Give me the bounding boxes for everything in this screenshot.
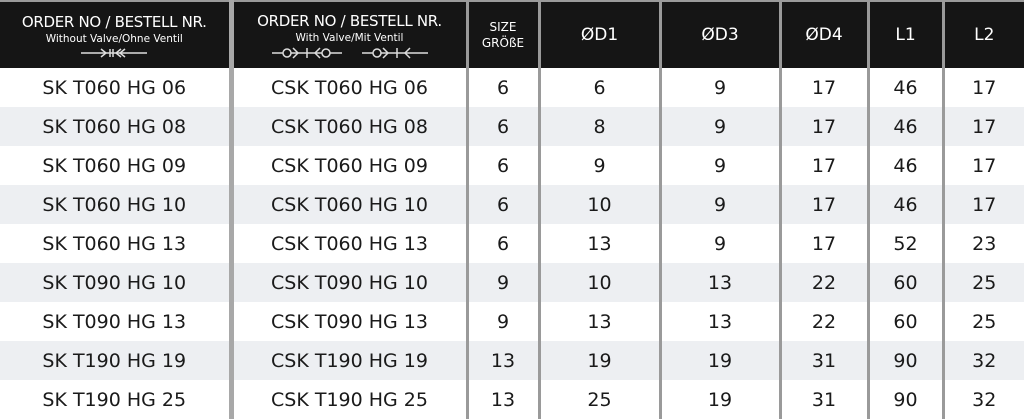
cell-d1: 10: [537, 263, 660, 302]
cell-l2: 17: [941, 107, 1024, 146]
table-row: SK T060 HG 08 CSK T060 HG 08 6 8 9 17 46 17: [0, 107, 1024, 146]
cell-d1: 9: [537, 146, 660, 185]
cell-size: 6: [465, 146, 539, 185]
cell-d3: 9: [658, 68, 780, 107]
cell-order-no-with-valve: CSK T060 HG 13: [228, 224, 467, 263]
header-size: SIZE GRÖßE: [465, 0, 539, 68]
cell-d4: 17: [778, 224, 868, 263]
header-subtitle: With Valve/Mit Ventil: [295, 31, 404, 44]
cell-order-no-without-valve: SK T090 HG 13: [0, 302, 231, 341]
cell-size: 6: [465, 107, 539, 146]
table-row: SK T190 HG 25 CSK T190 HG 25 13 25 19 31 90 32: [0, 380, 1024, 419]
cell-d1: 19: [537, 341, 660, 380]
cell-l1: 52: [866, 224, 943, 263]
cell-order-no-with-valve: CSK T060 HG 06: [228, 68, 467, 107]
header-title: ORDER NO / BESTELL NR.: [257, 11, 442, 30]
cell-size: 9: [465, 302, 539, 341]
cell-size: 6: [465, 224, 539, 263]
table-row: SK T090 HG 10 CSK T090 HG 10 9 10 13 22 60 25: [0, 263, 1024, 302]
table-row: SK T060 HG 06 CSK T060 HG 06 6 6 9 17 46 17: [0, 68, 1024, 107]
cell-order-no-without-valve: SK T060 HG 09: [0, 146, 231, 185]
cell-d4: 17: [778, 185, 868, 224]
cell-l1: 46: [866, 68, 943, 107]
header-d4: ØD4: [778, 0, 868, 68]
header-row: ORDER NO / BESTELL NR. Without Valve/Ohn…: [0, 0, 1024, 68]
cell-l2: 17: [941, 185, 1024, 224]
cell-d3: 9: [658, 185, 780, 224]
header-d1: ØD1: [537, 0, 660, 68]
table-row: SK T090 HG 13 CSK T090 HG 13 9 13 13 22 60 25: [0, 302, 1024, 341]
header-title: ORDER NO / BESTELL NR.: [21, 12, 207, 31]
cell-l2: 23: [941, 224, 1024, 263]
header-d3: ØD3: [658, 0, 780, 68]
cell-order-no-with-valve: CSK T190 HG 19: [228, 341, 467, 380]
coupling-without-valve-icon: [81, 47, 148, 58]
cell-l1: 90: [866, 380, 943, 419]
cell-order-no-with-valve: CSK T060 HG 09: [228, 146, 467, 185]
cell-l2: 32: [941, 341, 1024, 380]
cell-order-no-without-valve: SK T060 HG 13: [0, 224, 231, 263]
cell-size: 6: [465, 68, 539, 107]
cell-d4: 22: [778, 263, 868, 302]
cell-l2: 32: [941, 380, 1024, 419]
cell-l1: 60: [866, 302, 943, 341]
header-subtitle: Without Valve/Ohne Ventil: [45, 32, 183, 45]
cell-d3: 9: [658, 146, 780, 185]
cell-d1: 8: [537, 107, 660, 146]
cell-l2: 25: [941, 302, 1024, 341]
table-row: SK T190 HG 19 CSK T190 HG 19 13 19 19 31 90 32: [0, 341, 1024, 380]
header-size-en: SIZE: [489, 20, 517, 34]
cell-order-no-with-valve: CSK T090 HG 13: [228, 302, 467, 341]
cell-l1: 60: [866, 263, 943, 302]
header-l2: L2: [941, 0, 1024, 68]
cell-order-no-without-valve: SK T060 HG 10: [0, 185, 231, 224]
cell-d4: 22: [778, 302, 868, 341]
cell-size: 6: [465, 185, 539, 224]
cell-d3: 13: [658, 263, 780, 302]
header-order-without-valve: ORDER NO / BESTELL NR. Without Valve/Ohn…: [0, 0, 231, 68]
cell-d3: 19: [658, 380, 780, 419]
coupling-with-valve-icon: [271, 46, 428, 59]
cell-l1: 46: [866, 107, 943, 146]
cell-d3: 9: [658, 224, 780, 263]
cell-d1: 13: [537, 302, 660, 341]
cell-d3: 9: [658, 107, 780, 146]
cell-d4: 17: [778, 146, 868, 185]
cell-order-no-without-valve: SK T060 HG 06: [0, 68, 231, 107]
cell-order-no-with-valve: CSK T060 HG 08: [228, 107, 467, 146]
cell-order-no-without-valve: SK T090 HG 10: [0, 263, 231, 302]
cell-d4: 17: [778, 68, 868, 107]
cell-l1: 46: [866, 146, 943, 185]
cell-d3: 13: [658, 302, 780, 341]
cell-d1: 6: [537, 68, 660, 107]
cell-order-no-with-valve: CSK T060 HG 10: [228, 185, 467, 224]
cell-size: 9: [465, 263, 539, 302]
table-row: SK T060 HG 10 CSK T060 HG 10 6 10 9 17 46 17: [0, 185, 1024, 224]
cell-order-no-without-valve: SK T190 HG 19: [0, 341, 231, 380]
cell-d4: 31: [778, 341, 868, 380]
cell-d1: 10: [537, 185, 660, 224]
header-size-de: GRÖßE: [481, 36, 525, 50]
cell-size: 13: [465, 341, 539, 380]
cell-l2: 17: [941, 68, 1024, 107]
cell-l2: 17: [941, 146, 1024, 185]
header-order-with-valve: ORDER NO / BESTELL NR. With Valve/Mit Ve…: [228, 0, 467, 68]
cell-l1: 90: [866, 341, 943, 380]
cell-d1: 25: [537, 380, 660, 419]
cell-order-no-with-valve: CSK T190 HG 25: [228, 380, 467, 419]
cell-order-no-with-valve: CSK T090 HG 10: [228, 263, 467, 302]
cell-l2: 25: [941, 263, 1024, 302]
cell-d4: 31: [778, 380, 868, 419]
cell-size: 13: [465, 380, 539, 419]
cell-d4: 17: [778, 107, 868, 146]
cell-d1: 13: [537, 224, 660, 263]
cell-d3: 19: [658, 341, 780, 380]
table-row: SK T060 HG 13 CSK T060 HG 13 6 13 9 17 52 23: [0, 224, 1024, 263]
cell-l1: 46: [866, 185, 943, 224]
cell-order-no-without-valve: SK T190 HG 25: [0, 380, 231, 419]
cell-order-no-without-valve: SK T060 HG 08: [0, 107, 231, 146]
header-l1: L1: [866, 0, 943, 68]
table-row: SK T060 HG 09 CSK T060 HG 09 6 9 9 17 46 17: [0, 146, 1024, 185]
